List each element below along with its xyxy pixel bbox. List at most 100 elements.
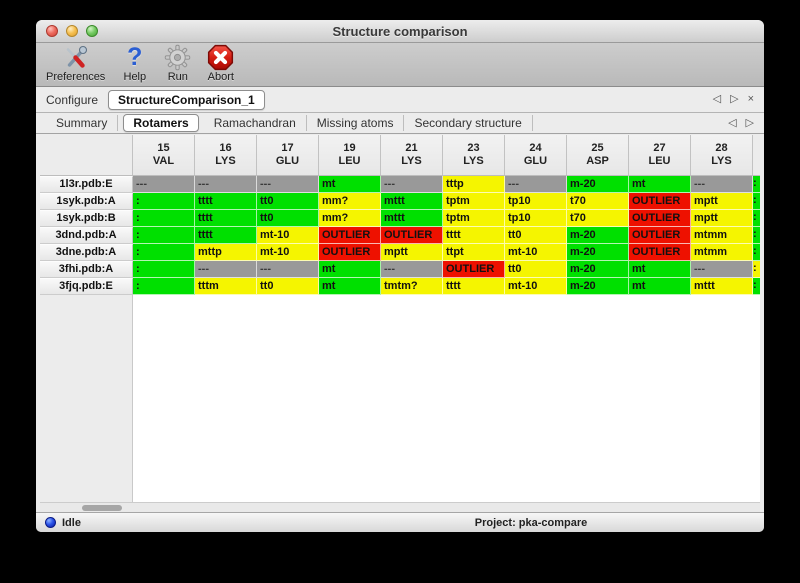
tab-ramachandran[interactable]: Ramachandran [204, 115, 307, 131]
rotamer-cell[interactable]: tttt [443, 227, 505, 244]
tab-rotamers[interactable]: Rotamers [123, 114, 199, 132]
zoom-window-button[interactable] [86, 25, 98, 37]
rotamer-cell[interactable]: tttt [195, 210, 257, 227]
rotamer-cell[interactable]: mm? [319, 210, 381, 227]
rotamer-cell[interactable]: --- [691, 176, 753, 193]
rotamer-cell-partial[interactable]: : [753, 210, 760, 227]
row-label[interactable]: 1syk.pdb:B [40, 210, 133, 227]
rotamer-cell[interactable]: mm? [319, 193, 381, 210]
rotamer-cell[interactable]: mptt [381, 244, 443, 261]
rotamer-cell[interactable]: : [133, 210, 195, 227]
rotamer-cell-partial[interactable]: : [753, 176, 760, 193]
rotamer-cell[interactable]: OUTLIER [629, 227, 691, 244]
rotamer-cell[interactable]: : [133, 261, 195, 278]
rotamer-cell[interactable]: OUTLIER [629, 193, 691, 210]
rotamer-cell[interactable]: OUTLIER [629, 244, 691, 261]
rotamer-cell[interactable]: ttpt [443, 244, 505, 261]
rotamer-cell[interactable]: mt-10 [505, 244, 567, 261]
rotamer-cell[interactable]: mt [629, 261, 691, 278]
rotamer-cell[interactable]: : [133, 227, 195, 244]
rotamer-cell-partial[interactable]: : [753, 193, 760, 210]
tabs-next-icon[interactable]: ▷ [745, 116, 754, 129]
help-button[interactable]: ? Help [121, 44, 148, 84]
rotamer-cell[interactable]: tp10 [505, 210, 567, 227]
rotamer-cell[interactable]: : [133, 244, 195, 261]
rotamer-cell[interactable]: mt [629, 176, 691, 193]
rotamer-cell[interactable]: t70 [567, 193, 629, 210]
run-button[interactable]: Run [164, 44, 191, 83]
rotamer-cell[interactable]: --- [195, 176, 257, 193]
rotamer-cell[interactable]: mttt [381, 210, 443, 227]
rotamer-cell[interactable]: tt0 [257, 193, 319, 210]
rotamer-cell-partial[interactable]: : [753, 227, 760, 244]
rotamer-cell[interactable]: tt0 [257, 210, 319, 227]
rotamer-cell[interactable]: : [133, 193, 195, 210]
rotamer-cell[interactable]: mt-10 [257, 227, 319, 244]
row-label[interactable]: 3dne.pdb:A [40, 244, 133, 261]
scrollbar-thumb[interactable] [82, 505, 122, 511]
close-window-button[interactable] [46, 25, 58, 37]
rotamer-cell[interactable]: tptm [443, 210, 505, 227]
rotamer-cell[interactable]: tttt [195, 193, 257, 210]
rotamer-cell[interactable]: --- [257, 261, 319, 278]
rotamer-cell[interactable]: OUTLIER [443, 261, 505, 278]
configure-tab[interactable]: StructureComparison_1 [108, 89, 265, 110]
rotamer-cell[interactable]: OUTLIER [319, 244, 381, 261]
rotamer-cell[interactable]: --- [195, 261, 257, 278]
rotamer-cell[interactable]: mttp [195, 244, 257, 261]
tab-secondary-structure[interactable]: Secondary structure [404, 115, 533, 131]
rotamer-cell[interactable]: mttt [691, 278, 753, 295]
rotamer-cell[interactable]: tttp [443, 176, 505, 193]
rotamer-cell[interactable]: mt-10 [505, 278, 567, 295]
tab-missing-atoms[interactable]: Missing atoms [307, 115, 405, 131]
rotamer-cell[interactable]: mttt [381, 193, 443, 210]
configure-next-icon[interactable]: ▷ [730, 93, 739, 105]
rotamer-cell[interactable]: mt [319, 278, 381, 295]
rotamer-cell-partial[interactable]: : [753, 244, 760, 261]
rotamer-cell[interactable]: OUTLIER [319, 227, 381, 244]
rotamer-cell[interactable]: OUTLIER [381, 227, 443, 244]
rotamer-cell[interactable]: tttm [195, 278, 257, 295]
tabs-prev-icon[interactable]: ◁ [728, 116, 737, 129]
rotamer-cell[interactable]: mtmm [691, 244, 753, 261]
row-label[interactable]: 3fhi.pdb:A [40, 261, 133, 278]
rotamer-cell[interactable]: mt [319, 176, 381, 193]
tab-summary[interactable]: Summary [46, 115, 119, 131]
rotamer-cell[interactable]: tmtm? [381, 278, 443, 295]
rotamer-cell[interactable]: m-20 [567, 261, 629, 278]
rotamer-cell[interactable]: --- [691, 261, 753, 278]
rotamer-cell[interactable]: mt [319, 261, 381, 278]
row-label[interactable]: 3dnd.pdb:A [40, 227, 133, 244]
rotamer-cell[interactable]: mt [629, 278, 691, 295]
rotamer-cell[interactable]: --- [381, 261, 443, 278]
rotamer-cell[interactable]: tptm [443, 193, 505, 210]
minimize-window-button[interactable] [66, 25, 78, 37]
horizontal-scrollbar[interactable] [40, 502, 760, 512]
rotamer-cell[interactable]: tt0 [505, 227, 567, 244]
rotamer-cell[interactable]: tttt [443, 278, 505, 295]
rotamer-cell-partial[interactable]: : [753, 278, 760, 295]
rotamer-cell[interactable]: mtmm [691, 227, 753, 244]
rotamer-cell[interactable]: mt-10 [257, 244, 319, 261]
configure-prev-icon[interactable]: ◁ [712, 93, 722, 105]
rotamer-cell[interactable]: tt0 [257, 278, 319, 295]
rotamer-cell[interactable]: tt0 [505, 261, 567, 278]
rotamer-cell[interactable]: m-20 [567, 244, 629, 261]
rotamer-cell[interactable]: --- [381, 176, 443, 193]
rotamer-cell[interactable]: tp10 [505, 193, 567, 210]
row-label[interactable]: 1syk.pdb:A [40, 193, 133, 210]
rotamer-cell[interactable]: m-20 [567, 278, 629, 295]
configure-close-icon[interactable]: × [747, 93, 754, 105]
abort-button[interactable]: Abort [207, 44, 234, 83]
rotamer-cell[interactable]: tttt [195, 227, 257, 244]
row-label[interactable]: 1l3r.pdb:E [40, 176, 133, 193]
rotamer-cell[interactable]: --- [257, 176, 319, 193]
rotamer-cell[interactable]: OUTLIER [629, 210, 691, 227]
rotamer-cell[interactable]: mptt [691, 210, 753, 227]
rotamer-cell[interactable]: mptt [691, 193, 753, 210]
rotamer-cell[interactable]: m-20 [567, 176, 629, 193]
rotamer-cell[interactable]: --- [505, 176, 567, 193]
rotamer-cell[interactable]: : [133, 278, 195, 295]
rotamer-cell-partial[interactable]: : [753, 261, 760, 278]
rotamer-cell[interactable]: m-20 [567, 227, 629, 244]
